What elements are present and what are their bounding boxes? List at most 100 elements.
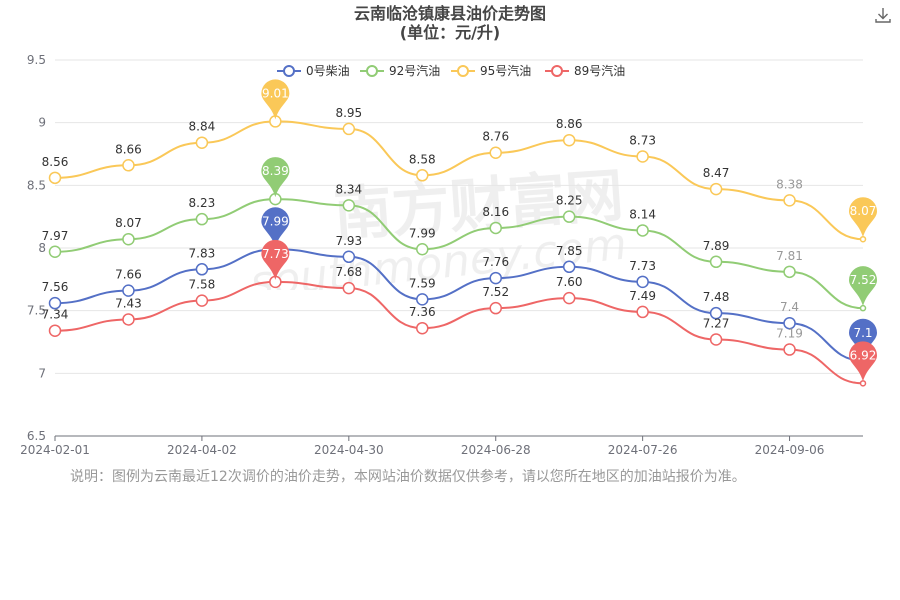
- data-label: 8.07: [115, 216, 142, 230]
- pin-shape: [849, 266, 877, 307]
- data-label: 7.48: [703, 290, 730, 304]
- data-point: [48, 245, 62, 259]
- data-point: [562, 210, 576, 223]
- data-point: [636, 275, 649, 289]
- legend-marker: [457, 65, 469, 77]
- data-label: 7.59: [409, 276, 436, 290]
- data-point: [122, 159, 135, 172]
- x-tick-label: 2024-04-02: [167, 443, 237, 457]
- data-label: 8.76: [482, 130, 509, 144]
- data-point: [859, 304, 867, 312]
- download-icon[interactable]: [874, 6, 892, 24]
- series-line: [54, 120, 864, 241]
- data-label: 7.85: [556, 244, 583, 258]
- data-label: 7.52: [482, 285, 509, 299]
- data-label: 7.27: [703, 316, 730, 330]
- data-label: 7.36: [409, 305, 436, 319]
- series-3: 7.34 7.43 7.58 7.68 7.36 7.52 7.60 7.49 7.27 7.19: [42, 265, 867, 387]
- data-point: [859, 235, 867, 243]
- x-tick-label: 2024-09-06: [755, 443, 825, 457]
- data-point: [709, 333, 723, 346]
- marker-pin: 6.92: [849, 341, 877, 382]
- data-label: 7.73: [629, 259, 656, 273]
- legend-item[interactable]: 95号汽油: [451, 63, 531, 78]
- pin-label: 7.52: [850, 273, 877, 287]
- data-point: [342, 122, 356, 136]
- data-label: 8.86: [556, 117, 583, 131]
- marker-pin: 7.1: [849, 318, 877, 359]
- data-point: [122, 313, 135, 326]
- pin-shape: [261, 157, 290, 198]
- pin-label: 6.92: [850, 348, 877, 362]
- pin-shape: [261, 239, 290, 280]
- legend-label: 95号汽油: [480, 63, 531, 78]
- pin-label: 7.1: [853, 326, 872, 340]
- marker-pin: 7.52: [849, 266, 877, 307]
- data-point: [489, 301, 502, 315]
- x-tick-label: 2024-07-26: [608, 443, 678, 457]
- end-pins: 7.99 8.39 9.01 7.73 7.1 7.52 8.07 6.92: [261, 79, 877, 382]
- legend[interactable]: 0号柴油 92号汽油 95号汽油 89号汽油: [277, 63, 625, 78]
- data-point: [709, 306, 723, 320]
- chart-title-main: 云南临沧镇康县油价走势图: [353, 4, 546, 23]
- series-group: 7.567.667.837.937.597.767.857.737.487.47…: [42, 106, 867, 387]
- data-point: [859, 380, 867, 387]
- data-label: 7.4: [780, 300, 799, 314]
- series-1: 7.97 8.07 8.23 8.34 7.99 8.16 8.25 8.14 7.89 7.81: [42, 182, 867, 312]
- marker-pin: 9.01: [261, 79, 290, 120]
- data-label: 8.23: [189, 196, 216, 210]
- data-point: [195, 294, 209, 307]
- data-point: [48, 171, 62, 185]
- data-label: 7.43: [115, 296, 142, 310]
- data-point: [122, 284, 135, 297]
- data-point: [636, 305, 649, 319]
- data-label: 7.99: [409, 226, 436, 240]
- data-point: [783, 194, 796, 207]
- series-2: 8.56 8.66 8.84 8.95 8.58 8.76 8.86 8.73 8.47 8.38: [42, 106, 867, 243]
- data-point: [709, 182, 723, 196]
- x-tick-label: 2024-06-28: [461, 443, 531, 457]
- data-label: 8.56: [42, 155, 69, 169]
- data-point: [195, 136, 209, 149]
- legend-item[interactable]: 89号汽油: [545, 63, 625, 78]
- marker-pin: 8.39: [261, 157, 290, 198]
- data-point: [195, 263, 209, 276]
- data-point: [783, 343, 796, 356]
- data-label: 8.73: [629, 134, 656, 148]
- legend-label: 92号汽油: [389, 63, 440, 78]
- pin-label: 7.73: [262, 247, 289, 261]
- pin-label: 7.99: [262, 214, 289, 228]
- data-point: [48, 324, 62, 337]
- pin-shape: [261, 79, 290, 120]
- data-point: [342, 281, 356, 295]
- data-label: 7.81: [776, 249, 803, 263]
- legend-item[interactable]: 0号柴油: [277, 64, 350, 78]
- data-label: 7.66: [115, 268, 142, 282]
- data-point: [342, 250, 356, 264]
- marker-pin: 7.99: [261, 207, 290, 248]
- legend-marker: [366, 65, 378, 77]
- footnote: 说明：图例为云南最近12次调价的油价走势，本网站油价数据仅供参考，请以您所在地区…: [70, 469, 746, 485]
- data-point: [416, 293, 429, 306]
- legend-label: 89号汽油: [574, 63, 625, 78]
- data-point: [416, 169, 429, 182]
- data-label: 7.68: [335, 265, 362, 279]
- data-label: 8.47: [703, 166, 730, 180]
- data-point: [489, 146, 502, 159]
- data-point: [636, 150, 649, 163]
- data-point: [416, 321, 429, 335]
- data-label: 7.83: [189, 246, 216, 260]
- y-tick-label: 9: [38, 116, 46, 130]
- legend-item[interactable]: 92号汽油: [360, 63, 440, 78]
- pin-shape: [849, 341, 877, 382]
- marker-pin: 7.73: [261, 239, 290, 280]
- data-label: 7.34: [42, 308, 69, 322]
- y-tick-label: 7.5: [27, 304, 46, 318]
- data-label: 7.49: [629, 289, 656, 303]
- data-label: 8.95: [335, 106, 362, 120]
- data-point: [562, 291, 576, 305]
- data-label: 7.19: [776, 327, 803, 341]
- data-point: [342, 199, 356, 212]
